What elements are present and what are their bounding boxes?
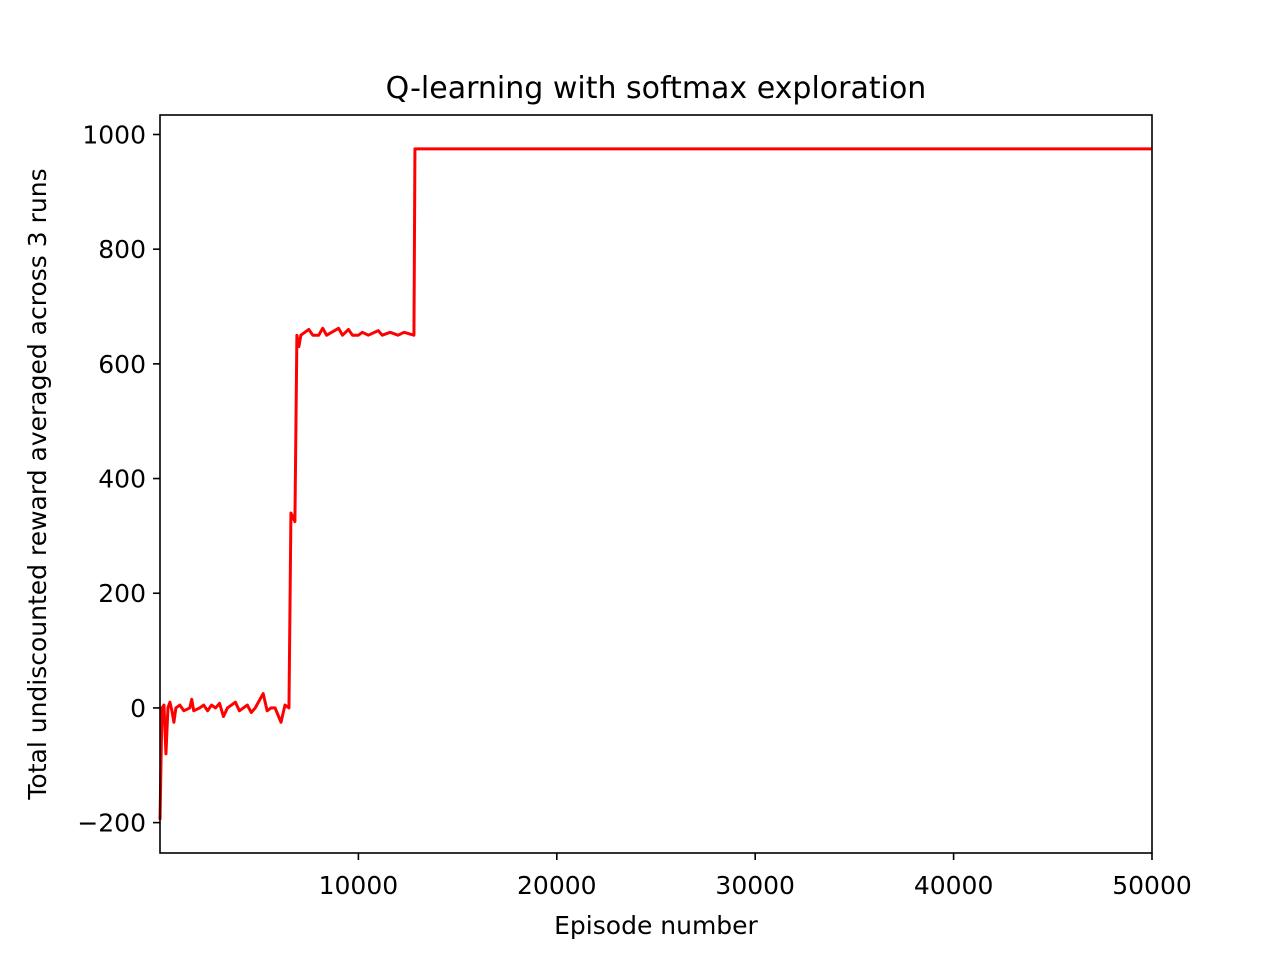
line-series xyxy=(158,147,1152,820)
y-tick-label: 200 xyxy=(98,579,146,608)
x-tick-label: 20000 xyxy=(517,871,597,900)
x-tick-label: 50000 xyxy=(1112,871,1192,900)
x-tick-label: 40000 xyxy=(914,871,994,900)
x-axis-label: Episode number xyxy=(554,911,758,940)
x-tick-label: 10000 xyxy=(319,871,399,900)
y-tick-label: 400 xyxy=(98,465,146,494)
y-tick-label: −200 xyxy=(77,809,146,838)
plot-frame xyxy=(159,114,1153,854)
chart-title: Q-learning with softmax exploration xyxy=(386,71,927,106)
y-tick-label: 800 xyxy=(98,235,146,264)
y-tick-label: 600 xyxy=(98,350,146,379)
y-tick-label: 1000 xyxy=(82,120,146,149)
y-tick-label: 0 xyxy=(130,694,146,723)
y-axis-label: Total undiscounted reward averaged acros… xyxy=(23,168,52,800)
x-tick-label: 30000 xyxy=(715,871,795,900)
